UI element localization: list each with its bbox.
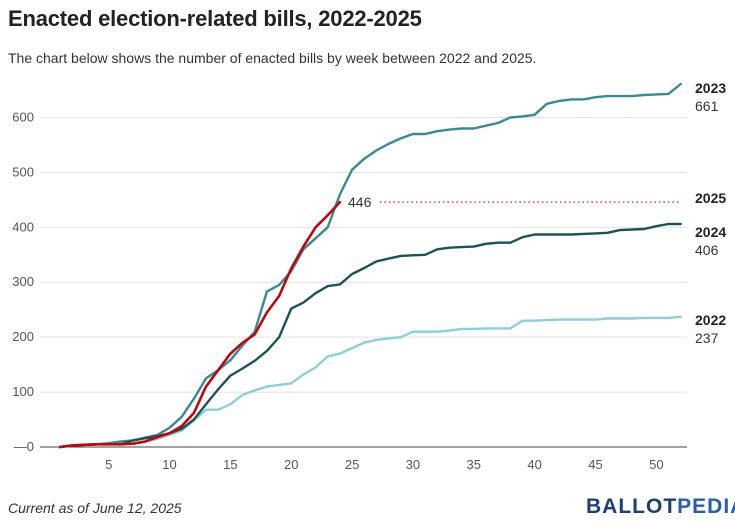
series-line-2024	[58, 222, 682, 449]
end-labels: 2022 237 2023 661 2024 406 2025 446	[348, 80, 726, 346]
y-tick-label: —0	[14, 439, 34, 454]
x-tick-label: 15	[223, 457, 237, 472]
series-line-2025	[58, 200, 342, 449]
chart-subtitle: The chart below shows the number of enac…	[8, 50, 537, 66]
logo-text-pedia: PEDIA	[677, 495, 735, 518]
x-tick-label: 45	[588, 457, 602, 472]
series-label-2025: 2025	[695, 190, 726, 206]
series-line-2022	[58, 315, 682, 449]
y-tick-label: 600	[12, 109, 34, 124]
axes: —0 100 200 300 400 500 600 5 10 15 20 25 30 35 40 45 50	[12, 109, 687, 472]
y-tick-label: 200	[12, 329, 34, 344]
end-value-2023: 661	[695, 98, 719, 114]
x-tick-label: 20	[284, 457, 298, 472]
gridlines	[40, 116, 687, 393]
end-value-2025: 446	[348, 194, 372, 210]
series-label-2023: 2023	[695, 80, 726, 96]
x-tick-label: 10	[162, 457, 176, 472]
x-tick-label: 25	[345, 457, 359, 472]
y-tick-label: 500	[12, 164, 34, 179]
end-value-2022: 237	[695, 330, 719, 346]
y-tick-label: 300	[12, 274, 34, 289]
series-lines	[58, 82, 682, 449]
logo-text-ballot: BALLOT	[586, 495, 678, 518]
series-line-2023	[58, 82, 682, 449]
series-label-2024: 2024	[695, 224, 726, 240]
ballotpedia-logo[interactable]: BALLOTPEDIA	[586, 495, 735, 519]
series-label-2022: 2022	[695, 312, 726, 328]
x-tick-label: 35	[467, 457, 481, 472]
x-tick-label: 40	[527, 457, 541, 472]
y-tick-label: 400	[12, 219, 34, 234]
x-tick-label: 5	[105, 457, 112, 472]
x-tick-label: 50	[649, 457, 663, 472]
end-value-2024: 406	[695, 242, 719, 258]
chart-title: Enacted election-related bills, 2022-202…	[8, 6, 422, 31]
x-tick-label: 30	[406, 457, 420, 472]
footer-note: Current as of June 12, 2025	[8, 500, 182, 516]
y-tick-label: 100	[12, 384, 34, 399]
